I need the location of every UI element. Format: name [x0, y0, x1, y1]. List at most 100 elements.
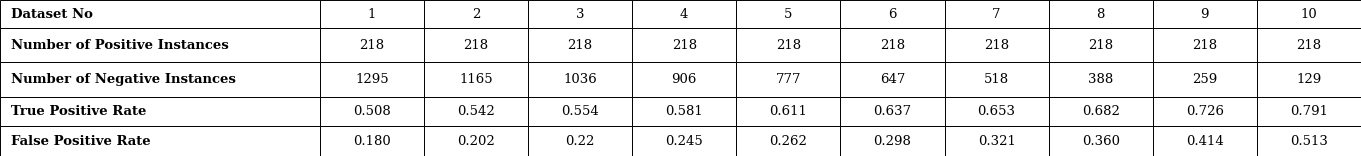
Text: Number of Negative Instances: Number of Negative Instances: [11, 73, 235, 86]
Bar: [425, 97, 528, 126]
Bar: [0, 62, 320, 97]
Text: 218: 218: [359, 39, 384, 52]
Bar: [425, 0, 528, 28]
Text: 647: 647: [879, 73, 905, 86]
Text: 0.611: 0.611: [769, 105, 807, 118]
Text: 0.726: 0.726: [1185, 105, 1224, 118]
Text: 1036: 1036: [563, 73, 597, 86]
Text: 0.298: 0.298: [874, 135, 912, 148]
Text: 1295: 1295: [355, 73, 389, 86]
Text: 1165: 1165: [459, 73, 493, 86]
Bar: [1153, 62, 1258, 97]
Bar: [945, 62, 1048, 97]
Text: 0.360: 0.360: [1082, 135, 1120, 148]
Bar: [528, 62, 632, 97]
Bar: [528, 0, 632, 28]
Bar: [320, 28, 425, 62]
Text: 218: 218: [672, 39, 697, 52]
Bar: [320, 0, 425, 28]
Bar: [1048, 0, 1153, 28]
Text: 8: 8: [1097, 7, 1105, 21]
Bar: [840, 97, 945, 126]
Bar: [945, 0, 1048, 28]
Bar: [320, 126, 425, 156]
Bar: [528, 126, 632, 156]
Text: 0.791: 0.791: [1290, 105, 1328, 118]
Text: 0.245: 0.245: [666, 135, 704, 148]
Text: 218: 218: [881, 39, 905, 52]
Text: Number of Positive Instances: Number of Positive Instances: [11, 39, 229, 52]
Bar: [1048, 62, 1153, 97]
Text: 259: 259: [1192, 73, 1218, 86]
Text: 906: 906: [671, 73, 697, 86]
Text: False Positive Rate: False Positive Rate: [11, 135, 151, 148]
Bar: [528, 28, 632, 62]
Bar: [1153, 97, 1258, 126]
Bar: [1256, 126, 1361, 156]
Text: 10: 10: [1301, 7, 1317, 21]
Text: 218: 218: [984, 39, 1009, 52]
Bar: [1153, 126, 1258, 156]
Text: 6: 6: [889, 7, 897, 21]
Text: 0.22: 0.22: [565, 135, 595, 148]
Text: 0.414: 0.414: [1185, 135, 1224, 148]
Text: 218: 218: [568, 39, 592, 52]
Text: Dataset No: Dataset No: [11, 7, 93, 21]
Bar: [736, 62, 840, 97]
Text: 3: 3: [576, 7, 584, 21]
Text: 218: 218: [776, 39, 800, 52]
Bar: [320, 97, 425, 126]
Bar: [632, 97, 736, 126]
Bar: [1048, 97, 1153, 126]
Bar: [632, 126, 736, 156]
Bar: [528, 97, 632, 126]
Bar: [1048, 126, 1153, 156]
Bar: [0, 97, 320, 126]
Bar: [840, 0, 945, 28]
Bar: [425, 62, 528, 97]
Bar: [736, 0, 840, 28]
Text: 218: 218: [1297, 39, 1322, 52]
Bar: [1256, 0, 1361, 28]
Bar: [1153, 28, 1258, 62]
Bar: [736, 126, 840, 156]
Bar: [945, 97, 1048, 126]
Bar: [945, 28, 1048, 62]
Text: 0.542: 0.542: [457, 105, 495, 118]
Text: 0.554: 0.554: [561, 105, 599, 118]
Text: 0.637: 0.637: [874, 105, 912, 118]
Text: 218: 218: [464, 39, 489, 52]
Bar: [736, 97, 840, 126]
Bar: [736, 28, 840, 62]
Bar: [840, 28, 945, 62]
Text: 218: 218: [1192, 39, 1217, 52]
Bar: [945, 126, 1048, 156]
Bar: [1048, 28, 1153, 62]
Bar: [0, 28, 320, 62]
Text: 7: 7: [992, 7, 1000, 21]
Bar: [1256, 97, 1361, 126]
Text: 9: 9: [1200, 7, 1209, 21]
Text: 218: 218: [1089, 39, 1113, 52]
Text: 0.513: 0.513: [1290, 135, 1328, 148]
Text: 0.682: 0.682: [1082, 105, 1120, 118]
Text: 0.180: 0.180: [352, 135, 391, 148]
Text: 129: 129: [1296, 73, 1322, 86]
Bar: [632, 28, 736, 62]
Text: 1: 1: [367, 7, 376, 21]
Text: 388: 388: [1087, 73, 1113, 86]
Bar: [0, 126, 320, 156]
Bar: [0, 0, 320, 28]
Bar: [1153, 0, 1258, 28]
Text: 2: 2: [472, 7, 480, 21]
Text: 4: 4: [680, 7, 689, 21]
Bar: [320, 62, 425, 97]
Text: 518: 518: [984, 73, 1009, 86]
Bar: [840, 126, 945, 156]
Text: 0.653: 0.653: [977, 105, 1015, 118]
Bar: [425, 126, 528, 156]
Text: 5: 5: [784, 7, 792, 21]
Text: 777: 777: [776, 73, 802, 86]
Text: True Positive Rate: True Positive Rate: [11, 105, 146, 118]
Bar: [840, 62, 945, 97]
